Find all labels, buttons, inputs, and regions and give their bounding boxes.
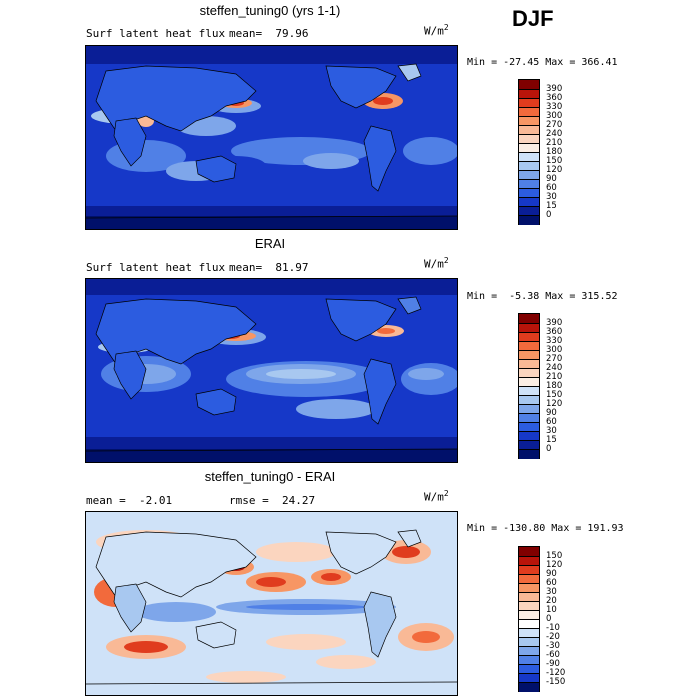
- panel-1-cbar-tick: 0: [546, 210, 552, 220]
- panel-1-cbar-tick: 15: [546, 201, 557, 211]
- panel-2-cbar-tick: 15: [546, 435, 557, 445]
- panel-3-colorbar: [518, 546, 540, 692]
- panel-3-rmse: rmse = 24.27: [229, 494, 316, 507]
- panel-2-mean: mean= 81.97: [229, 261, 309, 274]
- panel-1-map: [85, 45, 458, 230]
- panel-2-cbar-tick: 90: [546, 408, 557, 418]
- panel-2-colorbar: [518, 313, 540, 459]
- panel-2-cbar-tick: 210: [546, 372, 563, 382]
- panel-1-cbar-tick: 360: [546, 93, 563, 103]
- panel-3-cbar-tick: 10: [546, 605, 557, 615]
- panel-2-cbar-tick: 240: [546, 363, 563, 373]
- panel-2-cbar-tick: 390: [546, 318, 563, 328]
- panel-1-cbar-tick: 30: [546, 192, 557, 202]
- panel-1-colorbar: [518, 79, 540, 225]
- panel-2-min-max: Min = -5.38 Max = 315.52: [467, 291, 618, 302]
- panel-2-cbar-tick: 180: [546, 381, 563, 391]
- panel-1-cbar-tick: 330: [546, 102, 563, 112]
- panel-3-cbar-tick: -20: [546, 632, 560, 642]
- panel-3-cbar-tick: -10: [546, 623, 560, 633]
- panel-2-units: W/m2: [424, 256, 449, 271]
- panel-3-map: [85, 511, 458, 696]
- panel-3-mean: mean = -2.01: [86, 494, 173, 507]
- panel-2-cbar-tick: 30: [546, 426, 557, 436]
- panel-1-cbar-tick: 90: [546, 174, 557, 184]
- panel-1-cbar-tick: 390: [546, 84, 563, 94]
- panel-3-cbar-tick: -60: [546, 650, 560, 660]
- season-label: DJF: [512, 6, 554, 31]
- panel-1-title: steffen_tuning0 (yrs 1-1): [199, 3, 341, 18]
- panel-2-cbar-tick: 330: [546, 336, 563, 346]
- panel-3-units: W/m2: [424, 489, 449, 504]
- panel-1-cbar-tick: 210: [546, 138, 563, 148]
- panel-3-cbar-tick: 120: [546, 560, 563, 570]
- panel-2-map: [85, 278, 458, 463]
- panel-3-min-max: Min = -130.80 Max = 191.93: [467, 523, 624, 534]
- panel-2-cbar-tick: 150: [546, 390, 563, 400]
- panel-1-units: W/m2: [424, 23, 449, 38]
- panel-2-title: ERAI: [254, 236, 286, 251]
- panel-2-cbar-tick: 120: [546, 399, 563, 409]
- panel-3-cbar-tick: -150: [546, 677, 566, 687]
- panel-3-cbar-tick: -30: [546, 641, 560, 651]
- panel-3-cbar-tick: -120: [546, 668, 566, 678]
- panel-2-cbar-tick: 0: [546, 444, 552, 454]
- panel-2-cbar-tick: 300: [546, 345, 563, 355]
- panel-1-cbar-tick: 60: [546, 183, 557, 193]
- panel-3-cbar-tick: 60: [546, 578, 557, 588]
- panel-2-cbar-tick: 60: [546, 417, 557, 427]
- panel-1-cbar-tick: 240: [546, 129, 563, 139]
- panel-1-min-max: Min = -27.45 Max = 366.41: [467, 57, 618, 68]
- panel-1-cbar-tick: 300: [546, 111, 563, 121]
- panel-1-field-label: Surf latent heat flux: [86, 27, 226, 40]
- panel-3-cbar-tick: -90: [546, 659, 560, 669]
- panel-3-cbar-tick: 150: [546, 551, 563, 561]
- panel-3-cbar-tick: 30: [546, 587, 557, 597]
- panel-1-cbar-tick: 120: [546, 165, 563, 175]
- panel-3-cbar-tick: 0: [546, 614, 552, 624]
- panel-2-cbar-tick: 360: [546, 327, 563, 337]
- panel-3-title: steffen_tuning0 - ERAI: [204, 469, 336, 484]
- panel-1-mean: mean= 79.96: [229, 27, 309, 40]
- panel-3-cbar-tick: 90: [546, 569, 557, 579]
- panel-1-cbar-tick: 150: [546, 156, 563, 166]
- panel-3-cbar-tick: 20: [546, 596, 557, 606]
- panel-2-cbar-tick: 270: [546, 354, 563, 364]
- panel-1-cbar-tick: 180: [546, 147, 563, 157]
- panel-2-field-label: Surf latent heat flux: [86, 261, 226, 274]
- panel-1-cbar-tick: 270: [546, 120, 563, 130]
